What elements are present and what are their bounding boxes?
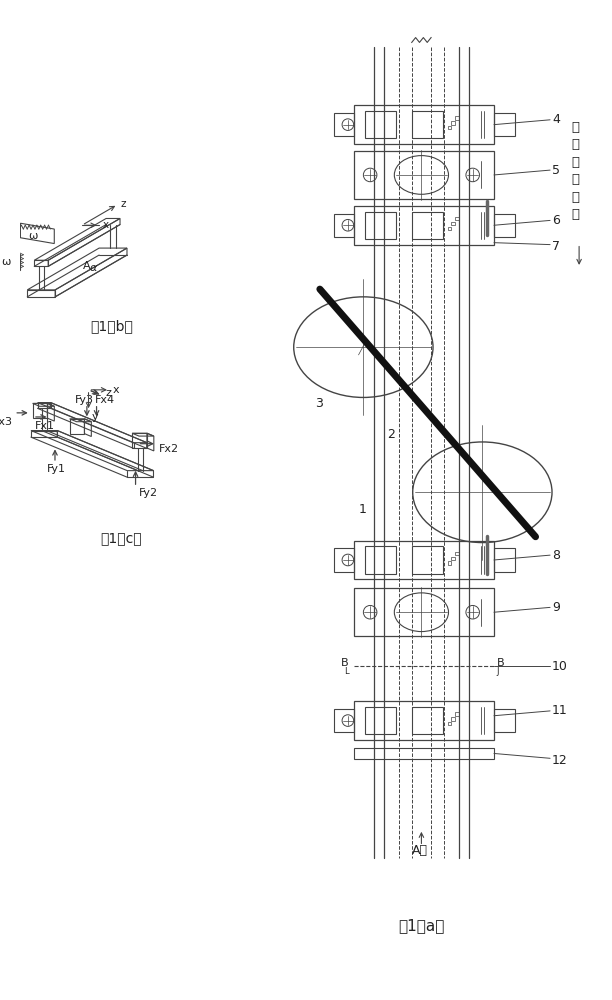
Bar [452, 121, 455, 125]
Text: Fy3: Fy3 [75, 395, 94, 405]
Text: 图1（a）: 图1（a） [398, 918, 444, 933]
Bar [412, 707, 442, 734]
Bar [494, 214, 515, 237]
Bar [447, 227, 451, 230]
Bar [494, 709, 515, 732]
Text: 11: 11 [552, 704, 568, 717]
Bar [365, 212, 396, 239]
Text: 10: 10 [552, 660, 568, 673]
Bar [354, 748, 494, 759]
Bar [354, 206, 494, 245]
Bar [455, 116, 458, 120]
Text: 图1（b）: 图1（b） [91, 319, 133, 333]
Text: 12: 12 [552, 754, 568, 767]
Text: B: B [341, 658, 349, 668]
Bar [354, 701, 494, 740]
Text: 9: 9 [552, 601, 560, 614]
Text: A: A [83, 261, 91, 271]
Text: y: y [91, 412, 98, 422]
Text: 5: 5 [552, 164, 560, 177]
Bar [494, 548, 515, 572]
Text: 送: 送 [571, 156, 579, 169]
Bar [412, 546, 442, 574]
Text: 7: 7 [552, 240, 560, 253]
Text: 2: 2 [387, 428, 395, 441]
Text: x: x [102, 220, 108, 230]
Text: α: α [90, 263, 97, 273]
Bar [452, 557, 455, 560]
Bar [447, 126, 451, 129]
Bar [334, 709, 354, 732]
Text: 1: 1 [359, 503, 367, 516]
Bar [455, 552, 458, 555]
Text: x: x [113, 385, 119, 395]
Bar [354, 151, 494, 199]
Bar [412, 111, 442, 138]
Bar [447, 561, 451, 565]
Text: 钢: 钢 [571, 208, 579, 221]
Text: 向: 向 [571, 121, 579, 134]
Bar [365, 707, 396, 734]
Text: B: B [497, 658, 504, 668]
Text: z: z [121, 199, 126, 209]
Text: L: L [344, 667, 349, 676]
Text: Fx4: Fx4 [95, 395, 114, 405]
Text: 轨: 轨 [571, 191, 579, 204]
Text: Fy1: Fy1 [47, 464, 66, 474]
Bar [334, 214, 354, 237]
Text: Fy2: Fy2 [138, 488, 158, 498]
Text: A向: A向 [412, 844, 428, 857]
Text: 3: 3 [315, 397, 323, 410]
Bar [452, 717, 455, 721]
Text: 图1（c）: 图1（c） [101, 532, 143, 546]
Text: Fx2: Fx2 [159, 444, 179, 454]
Bar [365, 111, 396, 138]
Bar [354, 105, 494, 144]
Text: 方: 方 [571, 138, 579, 151]
Text: 传: 传 [571, 173, 579, 186]
Text: 4: 4 [552, 113, 560, 126]
Text: J: J [496, 667, 498, 676]
Bar [455, 712, 458, 716]
Text: Fx1: Fx1 [35, 421, 55, 431]
Text: z: z [105, 388, 111, 398]
Bar [365, 546, 396, 574]
Bar [354, 588, 494, 636]
Text: ω: ω [28, 231, 38, 241]
Bar [494, 113, 515, 136]
Bar [452, 222, 455, 225]
Text: 6: 6 [552, 214, 560, 227]
Bar [354, 541, 494, 579]
Text: 8: 8 [552, 549, 560, 562]
Bar [334, 548, 354, 572]
Bar [447, 722, 451, 725]
Bar [412, 212, 442, 239]
Text: Fx3: Fx3 [0, 417, 13, 427]
Text: ω: ω [1, 257, 10, 267]
Bar [334, 113, 354, 136]
Bar [455, 217, 458, 220]
